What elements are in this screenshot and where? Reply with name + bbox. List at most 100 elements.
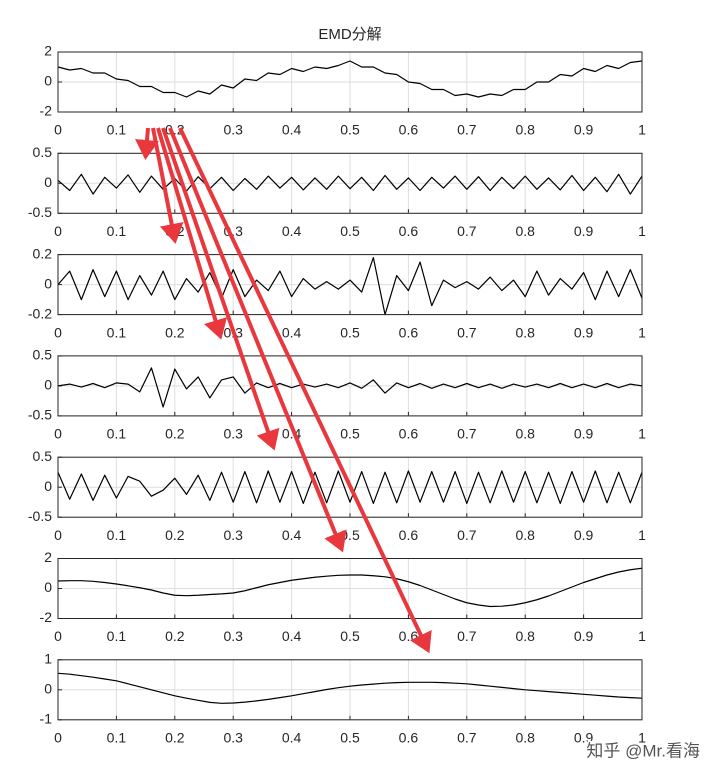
watermark: 知乎 @Mr.看海 xyxy=(586,741,700,760)
axes-box xyxy=(57,659,643,721)
x-tick-label: 0.1 xyxy=(107,426,127,442)
x-tick-label: 0.8 xyxy=(515,426,535,442)
x-tick-label: 0.8 xyxy=(515,122,535,138)
x-tick-label: 0.9 xyxy=(574,223,594,239)
x-tick-label: 0.6 xyxy=(399,324,419,340)
x-tick-label: 0.4 xyxy=(282,628,302,644)
data-line xyxy=(57,367,643,408)
x-tick-label: 0.5 xyxy=(340,223,360,239)
y-tick-label: -2 xyxy=(40,103,53,119)
y-tick-label: 0 xyxy=(44,478,52,494)
axes-box xyxy=(57,558,643,619)
arrow xyxy=(156,127,228,340)
x-tick-label: 0.5 xyxy=(340,324,360,340)
y-tick-label: -0.5 xyxy=(28,508,52,524)
x-tick-label: 0.6 xyxy=(399,122,419,138)
x-tick-label: 0.1 xyxy=(107,324,127,340)
y-tick-label: 2 xyxy=(44,43,52,59)
x-tick-label: 1 xyxy=(638,223,646,239)
y-tick-label: 0.2 xyxy=(33,245,53,261)
x-tick-label: 0.2 xyxy=(165,426,185,442)
y-tick-label: 0 xyxy=(44,681,52,697)
x-tick-label: 0.9 xyxy=(574,628,594,644)
x-tick-label: 0.2 xyxy=(165,324,185,340)
x-tick-label: 0.7 xyxy=(457,122,477,138)
x-tick-label: 0.9 xyxy=(574,324,594,340)
x-tick-label: 0.7 xyxy=(457,628,477,644)
x-tick-label: 0.9 xyxy=(574,730,594,746)
y-tick-label: -2 xyxy=(40,609,53,625)
x-tick-label: 1 xyxy=(638,527,646,543)
x-tick-label: 0.8 xyxy=(515,628,535,644)
x-tick-label: 0.1 xyxy=(107,730,127,746)
arrow xyxy=(151,127,184,244)
subplot: 0 0.1 0.2 0.3 0.4 0.5 0.6 0.7 0.8 0.9 1-202 xyxy=(40,549,647,644)
arrows xyxy=(135,127,432,654)
x-tick-label: 0.3 xyxy=(223,122,243,138)
y-tick-label: 0 xyxy=(44,275,52,291)
axes-box xyxy=(57,51,643,113)
x-tick-label: 0.5 xyxy=(340,527,360,543)
y-tick-label: 0 xyxy=(44,174,52,190)
x-tick-label: 1 xyxy=(638,122,646,138)
y-tick-label: -1 xyxy=(40,711,53,727)
x-tick-label: 0.9 xyxy=(574,122,594,138)
x-tick-label: 0.5 xyxy=(340,122,360,138)
x-tick-label: 0.2 xyxy=(165,527,185,543)
x-tick-label: 0.7 xyxy=(457,527,477,543)
x-tick-label: 0.1 xyxy=(107,122,127,138)
y-tick-label: 0 xyxy=(44,377,52,393)
x-tick-label: 0.6 xyxy=(399,527,419,543)
arrow xyxy=(135,127,159,160)
x-tick-label: 0 xyxy=(54,324,62,340)
y-tick-label: -0.5 xyxy=(28,407,52,423)
y-tick-label: 0 xyxy=(44,73,52,89)
x-tick-label: 0.4 xyxy=(282,324,302,340)
data-line xyxy=(57,672,643,704)
x-tick-label: 0.9 xyxy=(574,426,594,442)
y-tick-label: -0.5 xyxy=(28,204,52,220)
x-tick-label: 0.1 xyxy=(107,223,127,239)
x-tick-label: 0.4 xyxy=(282,527,302,543)
x-tick-label: 0.8 xyxy=(515,223,535,239)
x-tick-label: 0.1 xyxy=(107,628,127,644)
x-tick-label: 0.4 xyxy=(282,223,302,239)
x-tick-label: 0 xyxy=(54,122,62,138)
x-tick-label: 0.7 xyxy=(457,223,477,239)
x-tick-label: 0.8 xyxy=(515,527,535,543)
chart-title: EMD分解 xyxy=(318,26,381,43)
data-line xyxy=(57,470,643,504)
x-tick-label: 0.2 xyxy=(165,122,185,138)
x-tick-label: 0.3 xyxy=(223,628,243,644)
x-tick-label: 0 xyxy=(54,527,62,543)
y-tick-label: 0.5 xyxy=(33,448,53,464)
y-tick-label: 2 xyxy=(44,549,52,565)
x-tick-label: 0.5 xyxy=(340,628,360,644)
x-tick-label: 1 xyxy=(638,426,646,442)
axes-box xyxy=(57,152,643,214)
x-tick-label: 1 xyxy=(638,730,646,746)
axes-box xyxy=(57,254,643,316)
data-line xyxy=(57,567,643,608)
y-tick-label: 1 xyxy=(44,651,52,667)
y-tick-label: 0.5 xyxy=(33,144,53,160)
x-tick-label: 0.5 xyxy=(340,730,360,746)
x-tick-label: 1 xyxy=(638,324,646,340)
x-tick-label: 0.4 xyxy=(282,122,302,138)
x-tick-label: 1 xyxy=(638,628,646,644)
y-tick-label: 0.5 xyxy=(33,347,53,363)
x-tick-label: 0.4 xyxy=(282,730,302,746)
y-tick-label: 0 xyxy=(44,579,52,595)
data-line xyxy=(57,173,643,195)
x-tick-label: 0.7 xyxy=(457,426,477,442)
x-tick-label: 0.9 xyxy=(574,527,594,543)
x-tick-label: 0.7 xyxy=(457,324,477,340)
x-tick-label: 0.7 xyxy=(457,730,477,746)
x-tick-label: 0 xyxy=(54,628,62,644)
axes-box xyxy=(57,355,643,417)
x-tick-label: 0.8 xyxy=(515,324,535,340)
data-line xyxy=(57,60,643,98)
x-tick-label: 0.1 xyxy=(107,527,127,543)
